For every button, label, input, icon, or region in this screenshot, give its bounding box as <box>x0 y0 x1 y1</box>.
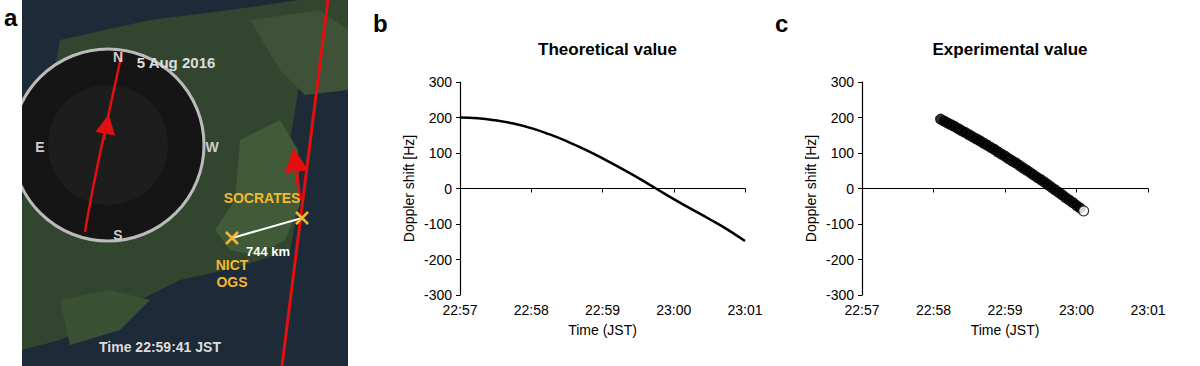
svg-text:23:00: 23:00 <box>656 302 691 318</box>
svg-text:22:57: 22:57 <box>844 302 879 318</box>
svg-text:Experimental value: Experimental value <box>933 40 1088 59</box>
svg-text:22:59: 22:59 <box>987 302 1022 318</box>
svg-text:300: 300 <box>831 74 855 90</box>
svg-text:S: S <box>113 227 122 243</box>
svg-text:5 Aug 2016: 5 Aug 2016 <box>137 54 216 71</box>
svg-text:-300: -300 <box>424 287 452 303</box>
svg-text:a: a <box>4 4 18 31</box>
svg-text:E: E <box>35 139 44 155</box>
svg-text:Doppler shift [Hz]: Doppler shift [Hz] <box>401 135 417 242</box>
svg-text:Doppler shift [Hz]: Doppler shift [Hz] <box>803 135 819 242</box>
svg-text:Theoretical value: Theoretical value <box>538 40 677 59</box>
svg-text:-200: -200 <box>826 252 854 268</box>
svg-text:-300: -300 <box>826 287 854 303</box>
svg-text:-100: -100 <box>424 216 452 232</box>
svg-text:23:01: 23:01 <box>727 302 762 318</box>
svg-text:0: 0 <box>444 181 452 197</box>
svg-text:Time (JST): Time (JST) <box>568 322 637 338</box>
svg-text:300: 300 <box>429 74 453 90</box>
svg-text:W: W <box>205 139 219 155</box>
svg-text:22:58: 22:58 <box>916 302 951 318</box>
svg-text:Time 22:59:41 JST: Time 22:59:41 JST <box>99 339 221 355</box>
svg-text:744 km: 744 km <box>246 244 290 259</box>
svg-text:22:59: 22:59 <box>585 302 620 318</box>
svg-text:SOCRATES: SOCRATES <box>224 190 301 206</box>
svg-text:0: 0 <box>846 181 854 197</box>
svg-text:N: N <box>113 49 123 65</box>
svg-text:22:57: 22:57 <box>442 302 477 318</box>
svg-text:Time (JST): Time (JST) <box>971 322 1040 338</box>
svg-text:200: 200 <box>429 110 453 126</box>
svg-text:23:01: 23:01 <box>1130 302 1165 318</box>
svg-text:200: 200 <box>831 110 855 126</box>
svg-text:-200: -200 <box>424 252 452 268</box>
svg-text:NICT: NICT <box>216 257 249 273</box>
svg-text:-100: -100 <box>826 216 854 232</box>
svg-text:c: c <box>775 10 788 37</box>
svg-text:OGS: OGS <box>216 274 247 290</box>
svg-text:22:58: 22:58 <box>514 302 549 318</box>
svg-text:100: 100 <box>831 145 855 161</box>
svg-text:b: b <box>373 10 388 37</box>
svg-text:23:00: 23:00 <box>1059 302 1094 318</box>
svg-text:100: 100 <box>429 145 453 161</box>
